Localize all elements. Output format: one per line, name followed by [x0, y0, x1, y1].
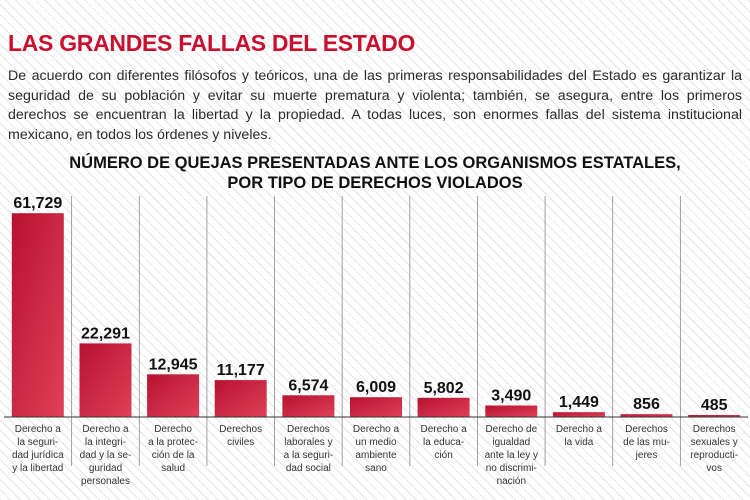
value-label: 1,449 [559, 394, 599, 411]
bar [147, 374, 200, 417]
chart-title: NÚMERO DE QUEJAS PRESENTADAS ANTE LOS OR… [0, 153, 750, 193]
value-label: 6,009 [356, 379, 396, 396]
value-label: 3,490 [491, 388, 531, 405]
value-label: 485 [701, 397, 728, 414]
bar [688, 415, 741, 417]
bar [11, 213, 64, 417]
category-label: Derecho a la protec-ción de la salud [148, 424, 198, 474]
column-separators [71, 196, 681, 466]
bar [214, 380, 267, 417]
value-label: 856 [633, 396, 660, 413]
bar [485, 405, 538, 417]
bar [350, 397, 402, 417]
bar [79, 343, 132, 417]
value-label: 61,729 [13, 195, 62, 212]
category-label: Derecho a la integri-dad y la se-guridad p… [80, 424, 132, 487]
category-label: Derecho a la educa-ción [421, 424, 468, 461]
chart-title-line-2: POR TIPO DE DERECHOS VIOLADOS [227, 174, 523, 192]
intro-paragraph: De acuerdo con diferentes filósofos y te… [8, 68, 742, 143]
bar [282, 395, 335, 417]
headline: LAS GRANDES FALLAS DEL ESTADO [8, 30, 416, 56]
chart-title-line-1: NÚMERO DE QUEJAS PRESENTADAS ANTE LOS OR… [69, 154, 681, 172]
value-labels: 61,729 22,291 12,945 11,177 6,574 6,009 5,802 3… [13, 195, 727, 414]
value-label: 5,802 [424, 380, 464, 397]
category-label: Derecho a la seguri-dad jurídica y la libe… [12, 424, 64, 474]
category-label: Derecho a un medio ambiente sano [353, 424, 400, 474]
bar [417, 397, 470, 417]
category-label: Derechos sexuales y reproducti-vos [690, 424, 738, 474]
category-label: Derechos civiles [219, 424, 262, 448]
value-label: 6,574 [288, 377, 328, 394]
category-label: Derecho a la vida [556, 424, 603, 448]
bar [552, 412, 605, 417]
bars [11, 213, 741, 417]
category-labels: Derecho a la seguri-dad jurídica y la libe… [12, 424, 738, 487]
value-label: 12,945 [149, 356, 198, 373]
category-label: Derechos de las mu-jeres [623, 424, 670, 461]
value-label: 22,291 [81, 325, 130, 342]
value-label: 11,177 [217, 362, 265, 379]
bar [620, 414, 673, 417]
category-label: Derecho de igualdad ante la ley y no discri… [485, 424, 538, 487]
